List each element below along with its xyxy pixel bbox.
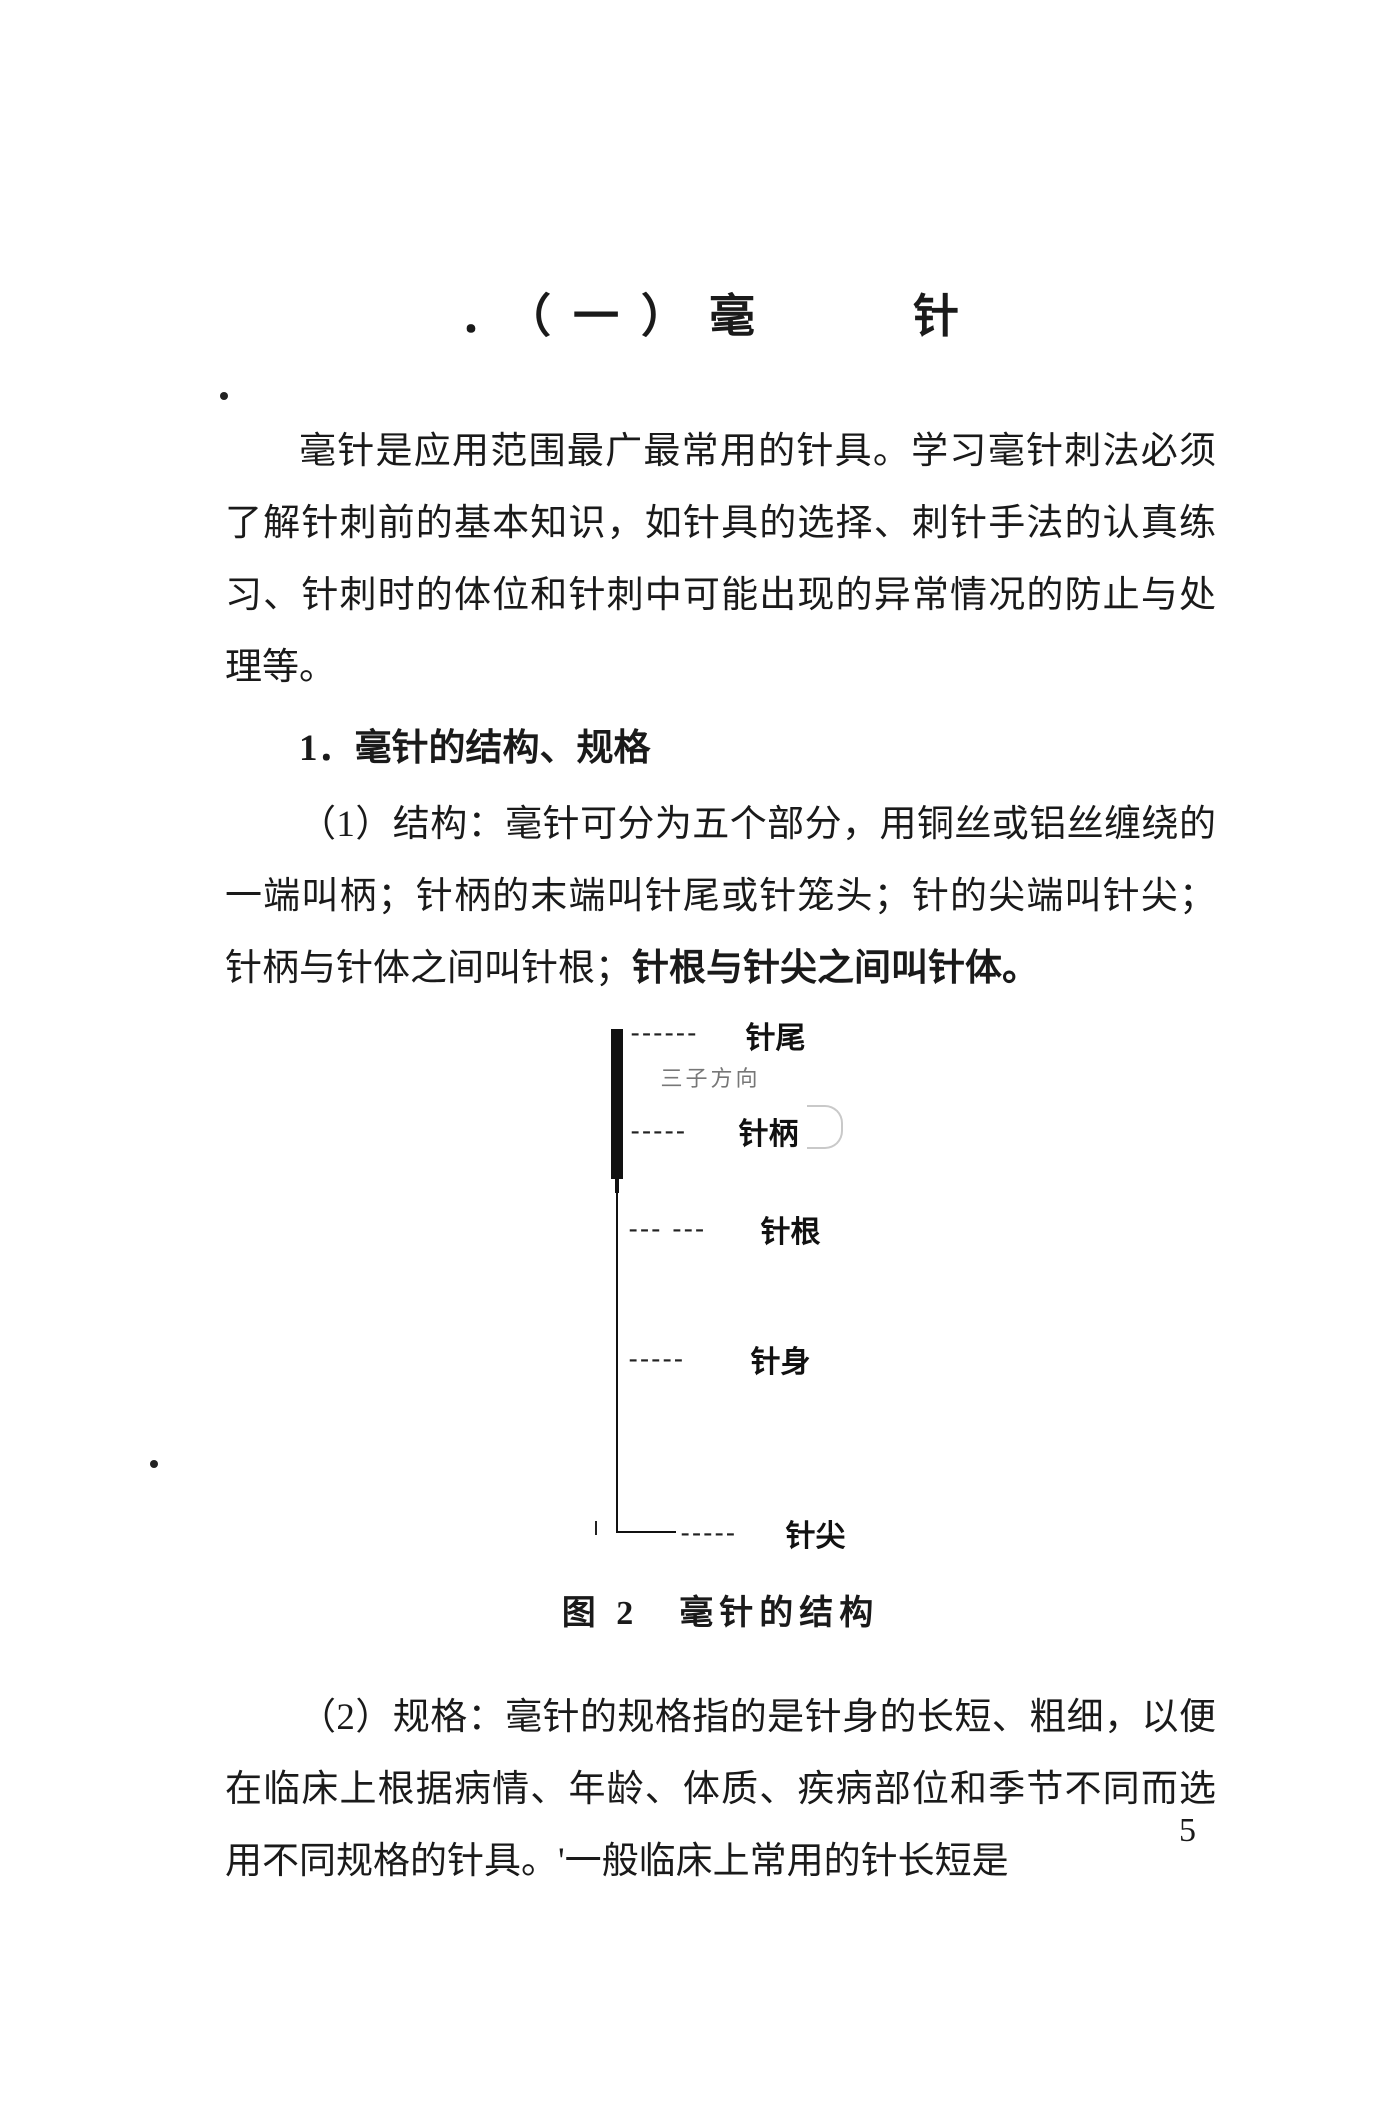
leader-dashes-root: --- --- <box>629 1213 707 1245</box>
label-needle-tip: 针尖 <box>786 1511 846 1555</box>
subheading-structure-spec: 1．毫针的结构、规格 <box>225 713 1216 785</box>
label-needle-tail: 针尾 <box>746 1013 806 1057</box>
needle-body-shape <box>616 1193 618 1533</box>
label-needle-handle: 针柄 <box>739 1109 799 1153</box>
intro-paragraph: 毫针是应用范围最广最常用的针具。学习毫针刺法必须了解针刺前的基本知识，如针具的选… <box>225 416 1216 705</box>
section-title: ．（一）毫 针 <box>225 280 1216 346</box>
label-needle-body: 针身 <box>751 1337 811 1381</box>
scan-tick-mark <box>595 1521 597 1535</box>
structure-text-bold: 针根与针尖之间叫针体。 <box>632 948 1039 989</box>
scan-speck <box>150 1460 158 1468</box>
needle-tip-foot-shape <box>616 1531 676 1533</box>
scan-noise-text: 三子方向 <box>661 1061 761 1093</box>
needle-diagram: ------ 针尾 三子方向 ----- 针柄 --- --- 针根 -----… <box>491 1023 951 1573</box>
needle-handle-shape <box>611 1029 623 1179</box>
leader-dashes-handle: ----- <box>631 1115 688 1147</box>
label-needle-root: 针根 <box>761 1207 821 1251</box>
scan-bracket-mark <box>807 1105 843 1149</box>
page-number: 5 <box>1179 1812 1196 1850</box>
figure-wrapper: ------ 针尾 三子方向 ----- 针柄 --- --- 针根 -----… <box>225 1023 1216 1634</box>
leader-dashes-body: ----- <box>629 1343 686 1375</box>
figure-caption: 图 2 毫针的结构 <box>562 1585 880 1634</box>
scan-speck <box>220 392 228 400</box>
spec-paragraph: （2）规格：毫针的规格指的是针身的长短、粗细，以便在临床上根据病情、年龄、体质、… <box>225 1682 1216 1898</box>
needle-root-shape <box>615 1179 619 1193</box>
leader-dashes-tip: ----- <box>681 1517 738 1549</box>
scanned-page: ．（一）毫 针 毫针是应用范围最广最常用的针具。学习毫针刺法必须了解针刺前的基本… <box>0 0 1386 2110</box>
structure-paragraph: （1）结构：毫针可分为五个部分，用铜丝或铝丝缠绕的一端叫柄；针柄的末端叫针尾或针… <box>225 789 1216 1005</box>
leader-dashes-tail: ------ <box>631 1017 699 1049</box>
